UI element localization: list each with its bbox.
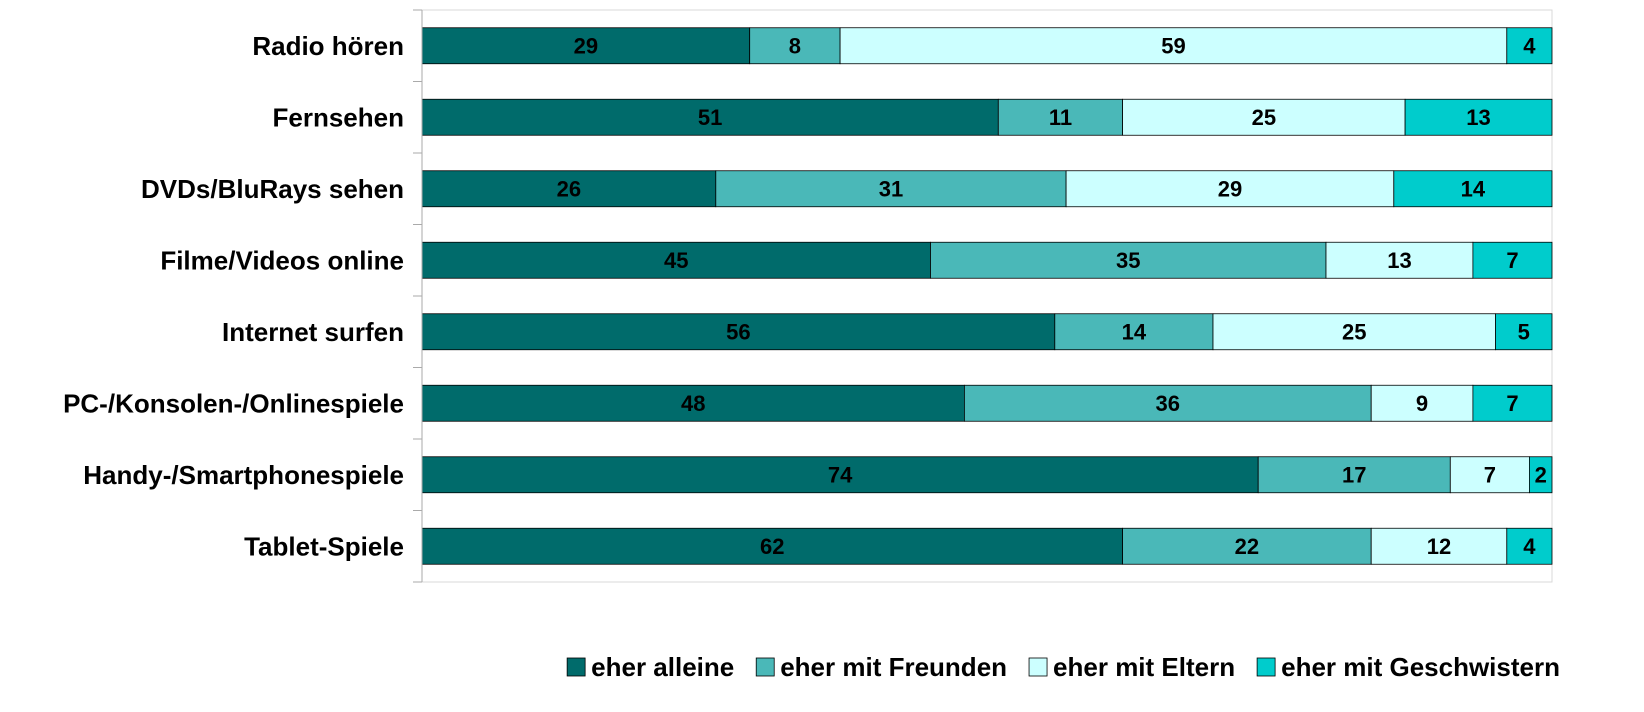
bar-segment (964, 384, 1372, 422)
legend-label: eher mit Freunden (780, 652, 1007, 682)
category-label: Handy-/Smartphonespiele (83, 460, 404, 490)
bar-segment (1472, 384, 1553, 422)
value-label: 48 (681, 391, 705, 416)
value-label: 13 (1387, 248, 1411, 273)
legend-swatch (755, 657, 775, 677)
value-label: 17 (1342, 462, 1366, 487)
bar-segment (1449, 456, 1530, 494)
bar-segment (715, 170, 1067, 208)
plot-area (421, 9, 1553, 583)
bar-segment (1212, 313, 1496, 351)
value-label: 14 (1461, 176, 1486, 201)
bar-segment (1122, 98, 1406, 136)
bar-segment (421, 241, 931, 279)
value-label: 56 (726, 319, 750, 344)
bar-segment (1506, 27, 1553, 65)
bar-segment (1122, 527, 1372, 565)
bar-segment (1529, 456, 1553, 494)
value-label: 45 (664, 248, 688, 273)
value-label: 25 (1252, 105, 1276, 130)
category-label: Tablet-Spiele (244, 531, 404, 561)
value-label: 5 (1518, 319, 1530, 344)
bar-segment (421, 384, 965, 422)
category-label: Internet surfen (222, 317, 404, 347)
value-label: 51 (698, 105, 722, 130)
legend-swatch (566, 657, 586, 677)
bar-segment (421, 456, 1259, 494)
value-label: 22 (1235, 534, 1259, 559)
bar-segment (1054, 313, 1214, 351)
value-label: 11 (1049, 105, 1072, 130)
value-label: 8 (789, 33, 801, 58)
bar-segment (1393, 170, 1553, 208)
bar-segment (749, 27, 841, 65)
value-label: 25 (1342, 319, 1366, 344)
bar-segment (1404, 98, 1553, 136)
category-label: Filme/Videos online (160, 245, 404, 275)
value-label: 7 (1506, 248, 1518, 273)
legend-label: eher alleine (591, 652, 734, 682)
legend-label: eher mit Eltern (1053, 652, 1235, 682)
value-label: 4 (1523, 534, 1536, 559)
legend-label: eher mit Geschwistern (1281, 652, 1560, 682)
value-label: 13 (1466, 105, 1490, 130)
value-label: 7 (1484, 462, 1496, 487)
bar-segment (1495, 313, 1553, 351)
value-label: 12 (1427, 534, 1451, 559)
bar-segment (421, 98, 999, 136)
category-label: PC-/Konsolen-/Onlinespiele (63, 388, 404, 418)
bar-segment (930, 241, 1327, 279)
value-label: 14 (1122, 319, 1147, 344)
bar-segment (839, 27, 1508, 65)
category-label: Radio hören (252, 31, 404, 61)
category-label: DVDs/BluRays sehen (141, 174, 404, 204)
legend-swatch (1028, 657, 1048, 677)
value-label: 4 (1523, 33, 1536, 58)
value-label: 29 (1218, 176, 1242, 201)
value-label: 36 (1156, 391, 1180, 416)
value-label: 9 (1416, 391, 1428, 416)
value-label: 29 (574, 33, 598, 58)
bar-segment (1472, 241, 1553, 279)
value-label: 35 (1116, 248, 1140, 273)
bar-segment (421, 313, 1056, 351)
value-label: 31 (879, 176, 903, 201)
bar-segment (1506, 527, 1553, 565)
value-label: 2 (1535, 462, 1547, 487)
value-label: 59 (1161, 33, 1185, 58)
category-label: Fernsehen (273, 102, 405, 132)
value-label: 26 (557, 176, 581, 201)
value-label: 62 (760, 534, 784, 559)
bar-segment (1370, 384, 1474, 422)
value-label: 74 (828, 462, 853, 487)
bar-segment (421, 27, 751, 65)
bar-segment (1370, 527, 1508, 565)
legend-swatch (1256, 657, 1276, 677)
bar-segment (997, 98, 1123, 136)
value-label: 7 (1506, 391, 1518, 416)
